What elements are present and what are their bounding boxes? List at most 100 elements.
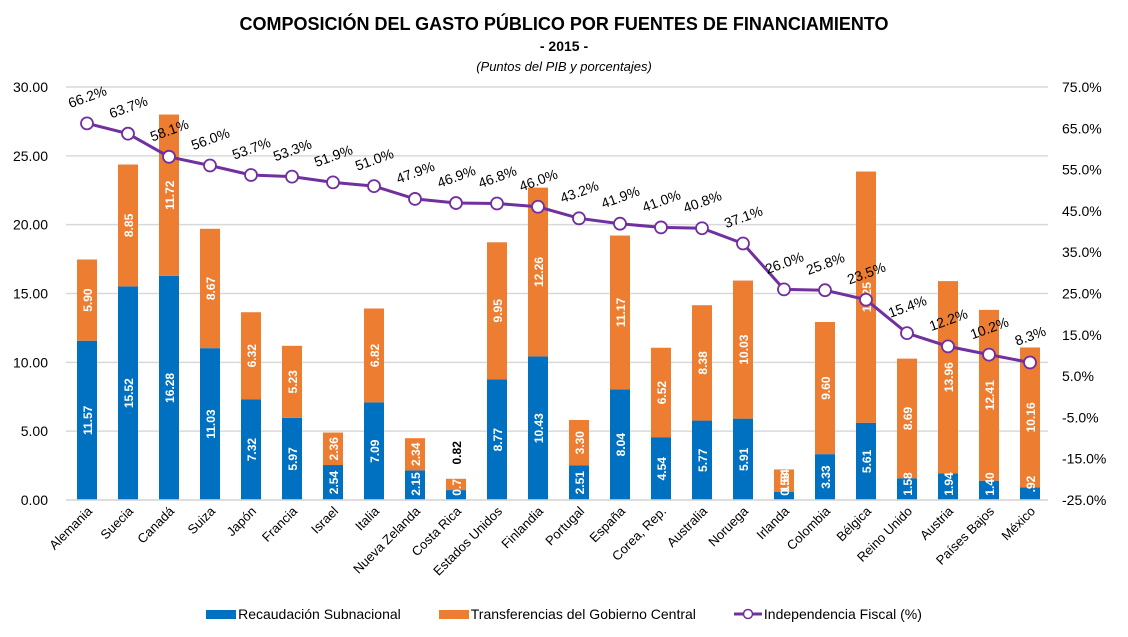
legend-item-recaudacion: Recaudación Subnacional [206,606,401,622]
line-point-independencia [736,236,750,251]
chart-legend: Recaudación Subnacional Transferencias d… [0,606,1128,622]
legend-swatch-orange [438,609,469,619]
y2-tick-label: -15.0% [1062,451,1106,467]
line-point-independencia [613,216,627,231]
y-tick-label: 10.00 [13,354,48,370]
bar-transferencias [651,347,671,438]
line-label-independencia: 41.0% [640,186,683,215]
line-point-independencia [941,339,955,354]
x-tick-label: Irlanda [753,503,792,542]
bar-label-recaudacion: 3.33 [819,465,833,489]
bar-transferencias [364,308,384,403]
line-label-independencia: 8.3% [1013,323,1048,349]
bar-label-recaudacion: 10.43 [532,413,546,443]
bar-label-transferencias: 10.16 [1024,402,1038,432]
bar-recaudacion [446,490,466,500]
legend-item-independencia: Independencia Fiscal (%) [733,606,922,622]
bar-transferencias [815,321,835,455]
bar-label-transferencias: 11.17 [614,297,628,327]
bar-label-transferencias: 5.23 [286,370,300,394]
x-tick-label: Canadá [134,503,177,546]
bar-transferencias [323,432,343,466]
bar-label-recaudacion: 8.77 [491,428,505,452]
chart-title: COMPOSICIÓN DEL GASTO PÚBLICO POR FUENTE… [239,14,889,34]
line-point-independencia [80,116,94,131]
line-label-independencia: 15.4% [886,292,929,321]
bar-recaudacion [856,422,876,500]
bar-label-recaudacion: 4.54 [655,457,669,481]
bar-label-recaudacion: 1.40 [983,472,997,496]
bar-transferencias [241,312,261,400]
bar-recaudacion [528,356,548,500]
line-point-independencia [326,175,340,190]
y-tick-label: 20.00 [13,217,48,233]
line-point-independencia [490,196,504,211]
bar-label-recaudacion: 15.52 [122,378,136,408]
line-label-independencia: 46.9% [435,162,478,191]
bar-label-transferencias: 5.90 [81,288,95,312]
bar-label-transferencias: 12.26 [532,257,546,287]
bar-recaudacion [118,286,138,500]
bar-label-recaudacion: 5.77 [696,448,710,472]
bar-recaudacion [897,478,917,500]
line-label-independencia: 25.8% [804,249,847,278]
x-tick-label: Bélgica [833,503,874,544]
x-tick-label: Finlandia [498,503,546,551]
y2-tick-label: 65.0% [1062,120,1102,136]
line-label-independencia: 56.0% [189,124,232,153]
bar-transferencias [569,420,589,466]
bar-recaudacion [200,348,220,500]
y-tick-label: 0.00 [21,492,48,508]
line-point-independencia [449,196,463,210]
line-independencia-fiscal [86,121,1031,364]
bar-label-transferencias: 11.72 [163,180,177,210]
bar-label-transferencias: 1.64 [778,469,792,493]
line-point-independencia [285,169,299,184]
bar-label-transferencias: 2.36 [327,437,341,461]
bar-label-recaudacion: 7.09 [368,439,382,463]
bar-label-recaudacion: 2.15 [409,472,423,496]
bar-transferencias [487,242,507,380]
line-point-independencia [367,179,381,194]
line-label-independencia: 40.8% [681,187,724,216]
y2-tick-label: -25.0% [1062,492,1106,508]
bar-label-recaudacion: 7.32 [245,438,259,462]
line-point-independencia [121,126,135,141]
bar-label-transferencias: 9.60 [819,376,833,400]
bar-transferencias [77,259,97,341]
bar-recaudacion [774,492,794,500]
line-label-independencia: 51.0% [353,145,396,174]
chart-subtitle: - 2015 - [539,38,589,54]
line-point-independencia [244,168,258,182]
bar-recaudacion [610,389,630,500]
bar-recaudacion [979,480,999,500]
bar-transferencias [405,438,425,471]
x-tick-label: Noruega [705,503,751,549]
bar-label-recaudacion: 5.61 [860,449,874,473]
line-point-independencia [531,199,545,214]
bar-label-recaudacion: 11.03 [204,409,218,439]
line-point-independencia [695,221,709,236]
bar-recaudacion [77,340,97,500]
y-tick-label: 15.00 [13,286,48,302]
x-tick-label: Portugal [542,503,587,548]
y2-tick-label: 75.0% [1062,79,1102,95]
x-tick-label: Colombia [784,503,834,553]
bar-label-transferencias: 2.34 [409,442,423,466]
y2-tick-label: 25.0% [1062,286,1102,302]
bar-recaudacion [487,379,507,500]
line-label-independencia: 47.9% [394,158,437,187]
bar-label-recaudacion: 0.58 [778,472,792,496]
line-label-independencia: 53.3% [271,136,314,165]
x-tick-label: Suiza [185,503,219,537]
bar-label-transferencias: 8.38 [696,351,710,375]
bar-label-transferencias: 13.96 [942,362,956,392]
line-point-independencia [859,292,873,307]
bar-recaudacion [241,399,261,500]
y-tick-label: 25.00 [13,148,48,164]
bar-transferencias [282,345,302,418]
bar-transferencias [446,478,466,491]
line-point-independencia [162,149,176,164]
bar-transferencias [733,280,753,419]
